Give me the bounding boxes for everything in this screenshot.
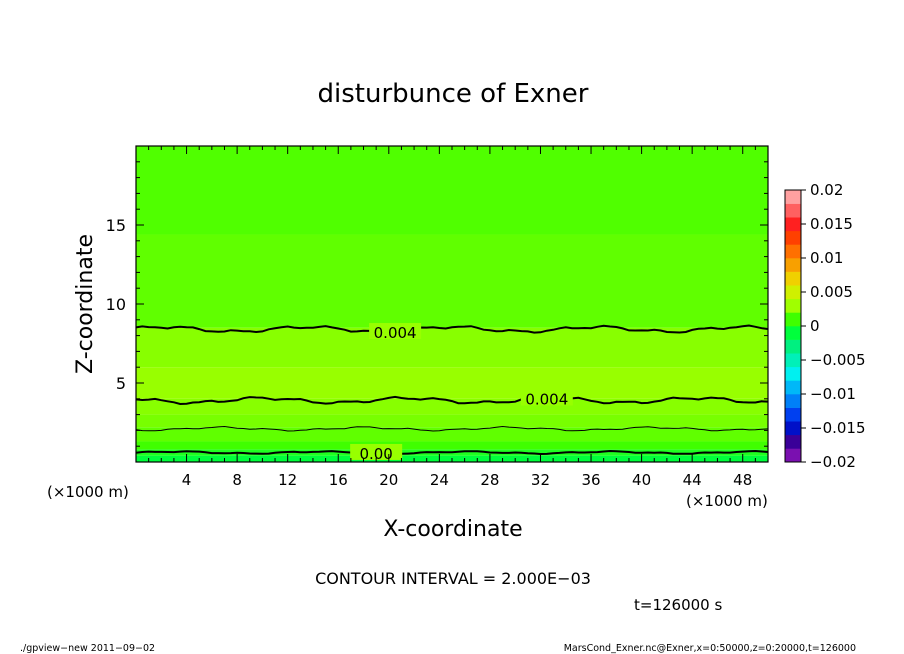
colorbar-label: −0.015 [810,419,866,437]
contour-label-bg [520,389,573,406]
field-band [136,441,768,450]
x-tick-label: 24 [430,471,449,489]
x-tick-label: 48 [733,471,752,489]
colorbar-swatch [785,448,801,463]
colorbar-label: 0.005 [810,283,853,301]
colorbar-swatch [785,230,801,245]
x-tick-label: 20 [379,471,398,489]
colorbar-label: 0.02 [810,181,843,199]
colorbar-swatch [785,244,801,259]
footer-left: ./gpview−new 2011−09−02 [20,643,155,654]
colorbar-label: 0 [810,317,820,335]
y-axis-ticks: 5 10 15 [106,161,768,447]
field-band [136,367,768,399]
colorbar-label: −0.01 [810,385,856,403]
x-tick-label: 12 [278,471,297,489]
contour-line [135,425,769,432]
x-tick-label: 4 [182,471,192,489]
colorbar-swatch [785,380,801,395]
colorbar-swatch [785,421,801,436]
colorbar-swatch [785,407,801,422]
y-axis-label: Z-coordinate [73,234,98,374]
colorbar-label: −0.005 [810,351,866,369]
footer-right: MarsCond_Exner.nc@Exner,x=0:50000,z=0:20… [564,643,856,654]
y-tick-label: 10 [106,295,126,314]
x-unit-right: (×1000 m) [686,492,768,510]
colorbar-swatch [785,298,801,313]
contour-line [135,449,769,456]
x-tick-label: 16 [329,471,348,489]
colorbar-label: 0.015 [810,215,853,233]
x-tick-label: 36 [581,471,600,489]
colorbar-swatch [785,434,801,449]
x-tick-label: 28 [480,471,499,489]
time-stamp: t=126000 s [634,596,722,614]
field-band [136,146,768,235]
contour-interval: CONTOUR INTERVAL = 2.000E−03 [315,569,591,588]
colorbar-swatch [785,339,801,354]
colorbar-swatch [785,326,801,340]
colorbar-swatch [785,366,801,381]
colorbar-label: −0.02 [810,453,856,471]
colorbar-swatch [785,190,801,204]
colorbar-swatch [785,394,801,408]
colorbar-swatch [785,285,801,300]
contour-line [135,324,769,334]
colorbar-swatch [785,271,801,286]
contour-label: 0.004 [525,391,568,409]
x-axis-label: X-coordinate [383,517,522,542]
field-band [136,414,768,428]
x-tick-label: 32 [531,471,550,489]
x-tick-label: 44 [683,471,702,489]
colorbar-swatch [785,258,801,272]
plot-field [136,146,768,462]
contour-lines: 0.004 0.004 0.00 [135,323,769,463]
x-tick-label: 40 [632,471,651,489]
colorbar-label: 0.01 [810,249,843,267]
x-tick-label: 8 [232,471,242,489]
x-axis-ticks: 4 8 12 16 20 24 28 32 36 40 44 48 [148,146,756,489]
y-tick-label: 5 [116,374,126,393]
field-band [136,327,768,368]
contour-label-bg [369,323,422,340]
colorbar-swatch [785,353,801,368]
colorbar-swatch [785,312,801,327]
chart-title: disturbunce of Exner [318,79,589,109]
contour-label: 0.00 [359,445,392,463]
y-tick-label: 15 [106,216,126,235]
colorbar-swatch [785,203,801,218]
x-unit-left: (×1000 m) [47,483,129,501]
field-band [136,234,768,328]
contour-line [135,395,769,406]
colorbar [784,189,802,463]
colorbar-labels: 0.02 0.015 0.01 0.005 0 −0.005 −0.01 −0.015 −0.0… [801,181,866,471]
colorbar-swatch [785,217,801,232]
contour-label: 0.004 [374,324,417,342]
